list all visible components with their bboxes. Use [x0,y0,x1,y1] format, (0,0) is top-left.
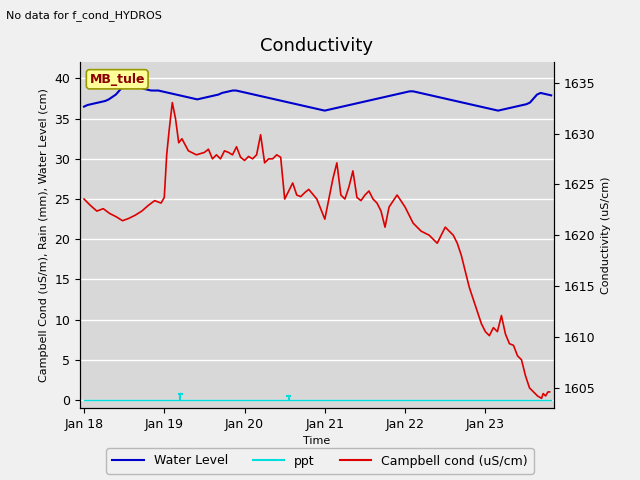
Title: Conductivity: Conductivity [260,37,373,55]
X-axis label: Time: Time [303,436,330,446]
Legend: Water Level, ppt, Campbell cond (uS/cm): Water Level, ppt, Campbell cond (uS/cm) [106,448,534,474]
Text: No data for f_cond_HYDROS: No data for f_cond_HYDROS [6,10,163,21]
Y-axis label: Conductivity (uS/cm): Conductivity (uS/cm) [600,177,611,294]
Text: MB_tule: MB_tule [90,73,145,86]
Y-axis label: Campbell Cond (uS/m), Rain (mm), Water Level (cm): Campbell Cond (uS/m), Rain (mm), Water L… [39,88,49,382]
